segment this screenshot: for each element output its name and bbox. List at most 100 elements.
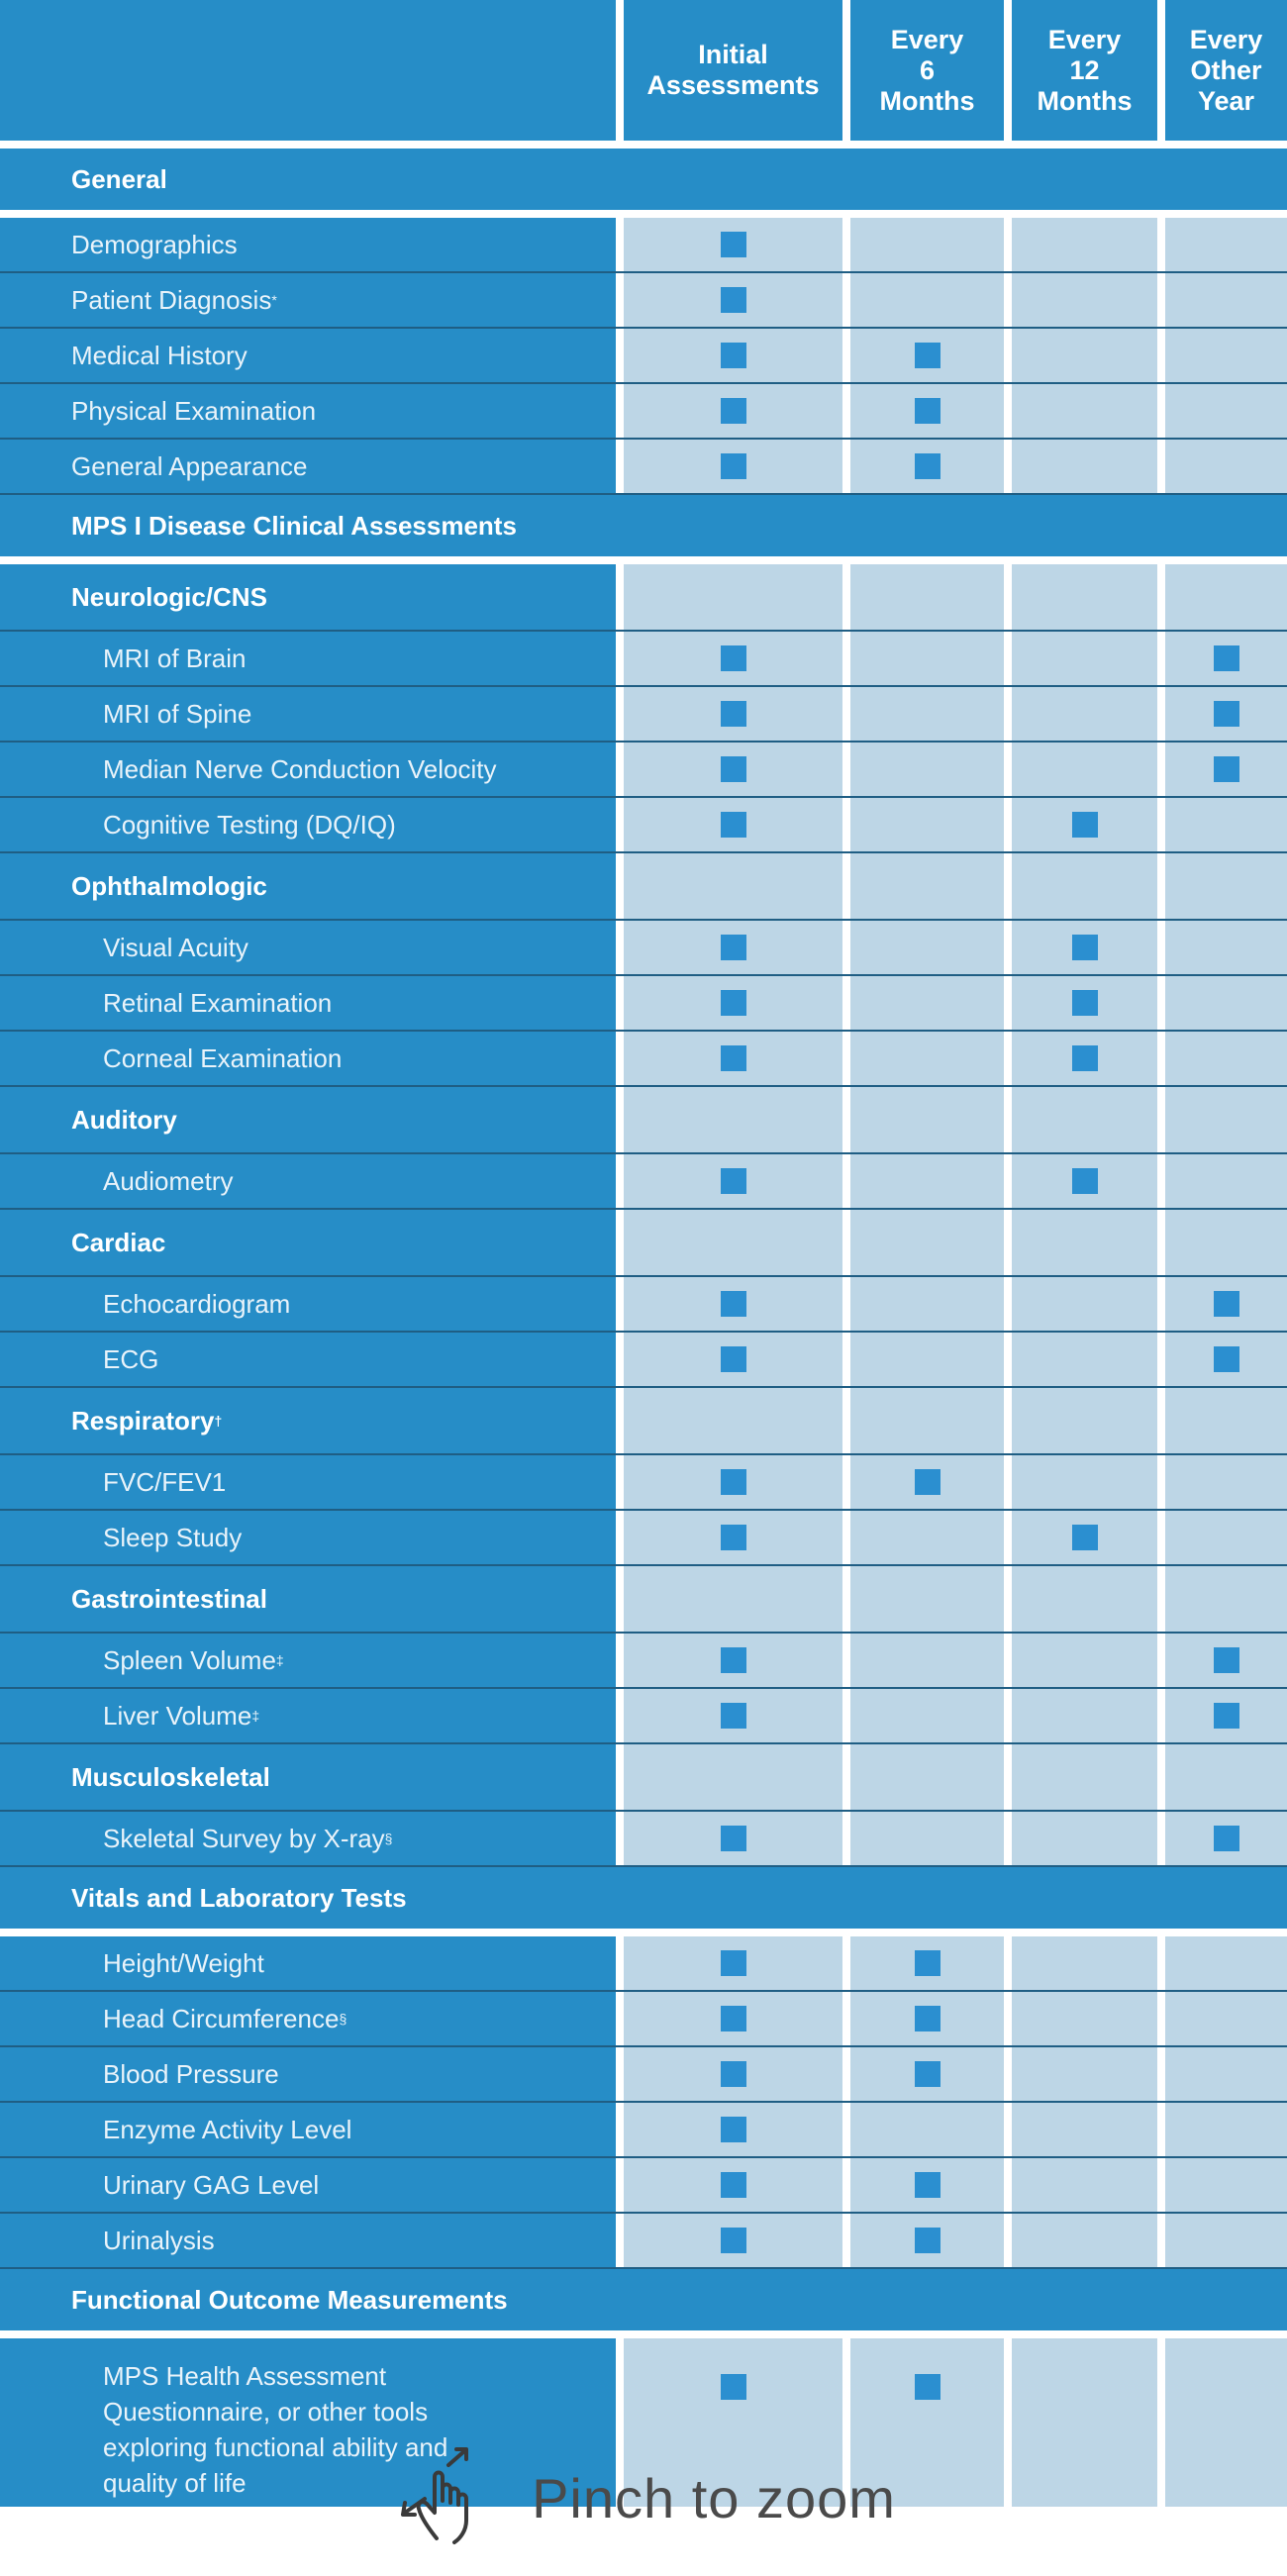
cell-bp-every-other-year <box>1157 2047 1287 2101</box>
cell-audiometry-every-other-year <box>1157 1154 1287 1208</box>
row-label-corneal: Corneal Examination <box>0 1032 616 1085</box>
cell-fvc-initial <box>616 1455 842 1509</box>
row-divider <box>0 1865 1287 1867</box>
cell-demographics-every-12-months <box>1004 218 1157 271</box>
cell-enzyme-every-12-months <box>1004 2103 1157 2156</box>
cell-ecg-initial <box>616 1333 842 1386</box>
scheduled-marker <box>1071 990 1098 1016</box>
cell-bp-every-12-months <box>1004 2047 1157 2101</box>
assessment-name: Cognitive Testing (DQ/IQ) <box>103 809 396 840</box>
cell-physical-every-12-months <box>1004 384 1157 438</box>
header-every-other-year: Every Other Year <box>1157 0 1287 141</box>
row-divider <box>0 1030 1287 1032</box>
cell-retinal-every-other-year <box>1157 976 1287 1030</box>
scheduled-marker <box>720 2172 746 2198</box>
cell-mri_spine-every-12-months <box>1004 687 1157 741</box>
cell-demographics-every-other-year <box>1157 218 1287 271</box>
scheduled-marker <box>914 398 940 424</box>
assessment-name: Head Circumference <box>103 2003 340 2033</box>
row-label-cognitive: Cognitive Testing (DQ/IQ) <box>0 798 616 851</box>
row-label-retinal: Retinal Examination <box>0 976 616 1030</box>
cell-echo-every-6-months <box>842 1277 1004 1331</box>
empty-cell <box>616 1744 842 1810</box>
empty-cell <box>616 1566 842 1632</box>
row-divider <box>0 1331 1287 1333</box>
scheduled-marker <box>1213 701 1239 727</box>
scheduled-marker <box>1071 1045 1098 1071</box>
scheduled-marker <box>914 1950 940 1976</box>
cell-height-initial <box>616 1936 842 1990</box>
section-title: General <box>71 163 167 194</box>
empty-cell <box>842 1744 1004 1810</box>
cell-history-every-12-months <box>1004 329 1157 382</box>
empty-cell <box>1157 853 1287 919</box>
cell-appearance-every-6-months <box>842 440 1004 493</box>
scheduled-marker <box>1213 756 1239 782</box>
scheduled-marker <box>1213 1291 1239 1317</box>
cell-demographics-initial <box>616 218 842 271</box>
cell-mps_haq-every-6-months <box>842 2338 1004 2507</box>
row-divider <box>0 1687 1287 1689</box>
scheduled-marker <box>720 2228 746 2253</box>
header-divider <box>0 141 1287 149</box>
cell-spleen-initial <box>616 1634 842 1687</box>
scheduled-marker <box>1071 812 1098 838</box>
section-gap <box>0 2330 1287 2338</box>
cell-skeletal-every-12-months <box>1004 1812 1157 1865</box>
assessment-name: ECG <box>103 1343 159 1374</box>
empty-cell <box>842 1566 1004 1632</box>
empty-cell <box>616 1388 842 1453</box>
cell-enzyme-every-other-year <box>1157 2103 1287 2156</box>
row-divider <box>0 851 1287 853</box>
row-label-visual: Visual Acuity <box>0 921 616 974</box>
cell-nerve-every-12-months <box>1004 743 1157 796</box>
scheduled-marker <box>720 1291 746 1317</box>
scheduled-marker <box>720 2374 746 2400</box>
empty-cell <box>1004 1744 1157 1810</box>
cell-mps_haq-every-other-year <box>1157 2338 1287 2507</box>
cell-nerve-every-6-months <box>842 743 1004 796</box>
cell-echo-every-other-year <box>1157 1277 1287 1331</box>
empty-cell <box>1004 853 1157 919</box>
empty-cell <box>1004 1087 1157 1152</box>
scheduled-marker <box>914 453 940 479</box>
row-divider <box>0 1208 1287 1210</box>
row-divider <box>0 685 1287 687</box>
cell-corneal-initial <box>616 1032 842 1085</box>
row-label-physical: Physical Examination <box>0 384 616 438</box>
cell-history-every-other-year <box>1157 329 1287 382</box>
row-divider <box>0 1742 1287 1744</box>
subsection-auditory: Auditory <box>0 1087 616 1152</box>
cell-mri_brain-every-12-months <box>1004 632 1157 685</box>
scheduled-marker <box>720 453 746 479</box>
scheduled-marker <box>720 756 746 782</box>
row-label-liver: Liver Volume ‡ <box>0 1689 616 1742</box>
row-label-diagnosis: Patient Diagnosis * <box>0 273 616 327</box>
assessment-name: Urinary GAG Level <box>103 2169 320 2200</box>
cell-fvc-every-12-months <box>1004 1455 1157 1509</box>
cell-history-every-6-months <box>842 329 1004 382</box>
scheduled-marker <box>720 232 746 257</box>
section-vitals: Vitals and Laboratory Tests <box>0 1867 1287 1929</box>
row-divider <box>0 1453 1287 1455</box>
cell-ecg-every-12-months <box>1004 1333 1157 1386</box>
cell-mri_spine-initial <box>616 687 842 741</box>
subsection-title: Gastrointestinal <box>71 1583 267 1614</box>
row-label-head: Head Circumference § <box>0 1992 616 2045</box>
subsection-title: Respiratory <box>71 1405 215 1436</box>
cell-enzyme-every-6-months <box>842 2103 1004 2156</box>
section-general: General <box>0 149 1287 210</box>
row-divider <box>0 741 1287 743</box>
empty-cell <box>1004 564 1157 630</box>
row-divider <box>0 1990 1287 1992</box>
scheduled-marker <box>914 2228 940 2253</box>
empty-cell <box>1004 1566 1157 1632</box>
subsection-cardiac: Cardiac <box>0 1210 616 1275</box>
cell-retinal-initial <box>616 976 842 1030</box>
scheduled-marker <box>720 1950 746 1976</box>
cell-diagnosis-initial <box>616 273 842 327</box>
row-label-sleep: Sleep Study <box>0 1511 616 1564</box>
assessment-name: Spleen Volume <box>103 1644 276 1675</box>
section-title: Vitals and Laboratory Tests <box>71 1882 407 1913</box>
